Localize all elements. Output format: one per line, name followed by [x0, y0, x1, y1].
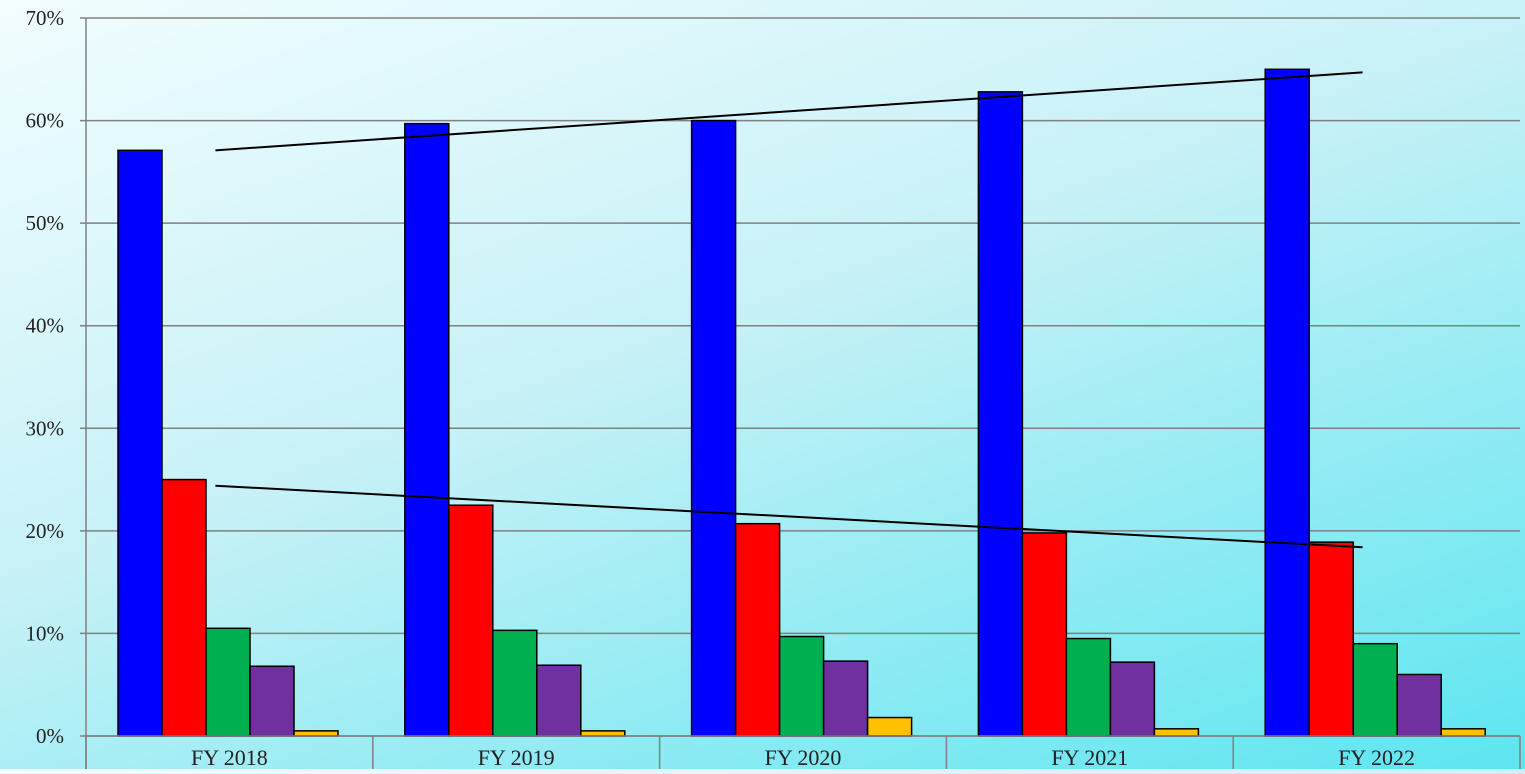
y-tick-label: 60% — [26, 109, 65, 133]
bar — [404, 122, 450, 737]
x-tick-label: FY 2019 — [478, 745, 555, 769]
bar — [117, 149, 163, 737]
bar — [1440, 728, 1486, 737]
trendline — [215, 484, 1363, 549]
y-tick-label: 20% — [26, 519, 65, 543]
x-tick-label: FY 2020 — [765, 745, 842, 769]
x-tick-label: FY 2018 — [191, 745, 268, 769]
bar — [1308, 541, 1354, 737]
y-tick-label: 50% — [26, 211, 65, 235]
bar — [1021, 532, 1068, 737]
bar — [161, 478, 207, 737]
y-tick-label: 40% — [26, 314, 65, 338]
bar — [977, 91, 1024, 737]
bar — [866, 716, 913, 737]
bar — [1065, 637, 1112, 737]
trendline — [215, 71, 1363, 152]
bar — [1264, 68, 1310, 737]
trendlines — [215, 71, 1363, 549]
y-tick-label: 30% — [26, 416, 65, 440]
y-tick-label: 70% — [26, 6, 65, 30]
bar — [536, 664, 582, 737]
bar — [249, 665, 295, 737]
bar — [205, 627, 251, 737]
bar — [734, 522, 781, 737]
bar — [822, 660, 869, 737]
bar — [580, 730, 626, 737]
bar — [778, 635, 825, 737]
gridlines — [80, 17, 1520, 737]
bar — [1153, 728, 1200, 737]
bar — [293, 730, 339, 737]
x-tick-label: FY 2022 — [1338, 745, 1415, 769]
y-axis-tick-labels: 0% 10% 20% 30% 40% 50% 60% 70% — [26, 6, 65, 748]
x-tick-label: FY 2021 — [1051, 745, 1128, 769]
y-tick-label: 0% — [36, 724, 64, 748]
bar — [1396, 673, 1442, 737]
bar — [448, 504, 494, 737]
bar — [1109, 661, 1156, 737]
bar — [1352, 642, 1398, 737]
bar — [492, 629, 538, 737]
y-tick-label: 10% — [26, 621, 65, 645]
bar — [690, 119, 737, 737]
bars — [117, 68, 1486, 737]
x-axis: FY 2018 FY 2019 FY 2020 FY 2021 FY 2022 — [85, 18, 1521, 770]
